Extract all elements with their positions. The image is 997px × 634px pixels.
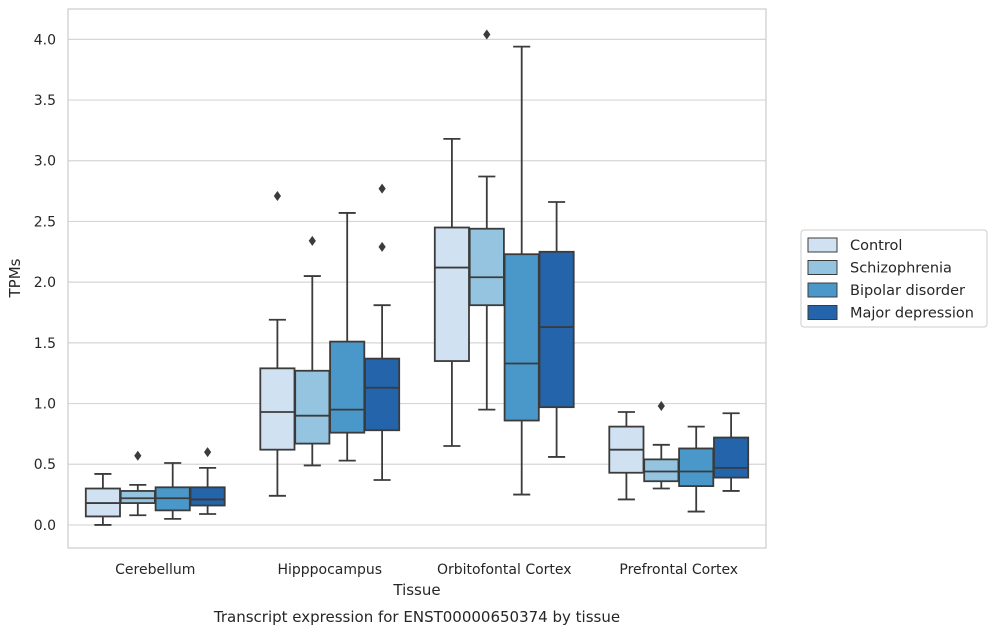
box-plot xyxy=(643,400,680,490)
x-tick-label: Prefrontal Cortex xyxy=(619,562,738,578)
outlier-point xyxy=(657,400,665,411)
x-tick-label: Cerebellum xyxy=(115,562,195,578)
x-axis-ticks: Cerebellum Hipppocampus Orbitofontal Corte… xyxy=(115,562,738,578)
outlier-point xyxy=(134,450,142,461)
box xyxy=(189,486,226,507)
outlier-point xyxy=(378,183,386,194)
box xyxy=(678,447,715,487)
box-plot xyxy=(678,425,715,513)
outlier-point xyxy=(273,190,281,201)
series-control xyxy=(84,137,645,526)
outlier-point xyxy=(378,241,386,252)
box-plot xyxy=(84,473,121,526)
box xyxy=(259,367,296,451)
series-major-depression xyxy=(189,183,750,515)
legend-swatch xyxy=(807,305,838,320)
box-plot-series xyxy=(84,29,750,526)
y-tick-label: 3.5 xyxy=(34,93,56,109)
x-axis-label: Tissue xyxy=(392,581,440,599)
box xyxy=(119,490,156,504)
legend-swatch xyxy=(807,282,838,298)
y-tick-label: 2.0 xyxy=(34,275,56,291)
box xyxy=(364,357,401,432)
box xyxy=(294,369,331,445)
legend-label: Control xyxy=(850,238,902,254)
gridlines xyxy=(68,38,766,526)
legend-swatch xyxy=(807,237,838,253)
box-plot xyxy=(468,29,505,411)
box xyxy=(503,253,540,422)
y-tick-label: 0.0 xyxy=(34,518,56,534)
x-tick-label: Orbitofontal Cortex xyxy=(437,562,572,578)
box-plot xyxy=(608,411,645,501)
y-axis-label: TPMs xyxy=(6,258,24,298)
box xyxy=(538,250,575,409)
legend-frame xyxy=(800,229,988,328)
y-tick-label: 2.5 xyxy=(34,214,56,230)
box xyxy=(643,458,680,483)
legend-label: Schizophrenia xyxy=(850,261,952,277)
y-tick-label: 4.0 xyxy=(34,32,56,48)
y-tick-label: 3.0 xyxy=(34,154,56,170)
box xyxy=(329,340,366,434)
box-plot xyxy=(433,137,470,447)
outlier-point xyxy=(308,235,316,246)
box-plot xyxy=(259,190,296,497)
plot-area-frame xyxy=(67,8,767,549)
outlier-point xyxy=(204,447,212,458)
box-plot xyxy=(713,412,750,492)
box-plot xyxy=(294,235,331,467)
y-tick-label: 1.0 xyxy=(34,397,56,413)
series-schizophrenia xyxy=(119,29,680,517)
legend-label: Bipolar disorder xyxy=(850,283,965,299)
box xyxy=(713,436,750,479)
box xyxy=(468,227,505,307)
y-tick-label: 1.5 xyxy=(34,336,56,352)
outlier-point xyxy=(483,29,491,40)
box-plot xyxy=(154,462,191,520)
y-tick-label: 0.5 xyxy=(34,457,56,473)
legend: Control Schizophrenia Bipolar disorder Majo… xyxy=(800,229,988,328)
box-plot xyxy=(503,45,540,496)
y-axis-ticks: 0.0 0.5 1.0 1.5 2.0 2.5 3.0 3.5 4.0 xyxy=(34,32,56,534)
box-plot xyxy=(329,212,366,462)
legend-label: Major depression xyxy=(850,306,974,322)
box xyxy=(433,226,470,362)
legend-swatch xyxy=(807,260,838,275)
chart-title: Transcript expression for ENST0000065037… xyxy=(213,608,620,626)
box-plot xyxy=(538,201,575,458)
x-tick-label: Hipppocampus xyxy=(277,562,382,578)
box-plot xyxy=(364,183,401,481)
box-plot xyxy=(119,450,156,517)
box-plot xyxy=(189,447,226,515)
